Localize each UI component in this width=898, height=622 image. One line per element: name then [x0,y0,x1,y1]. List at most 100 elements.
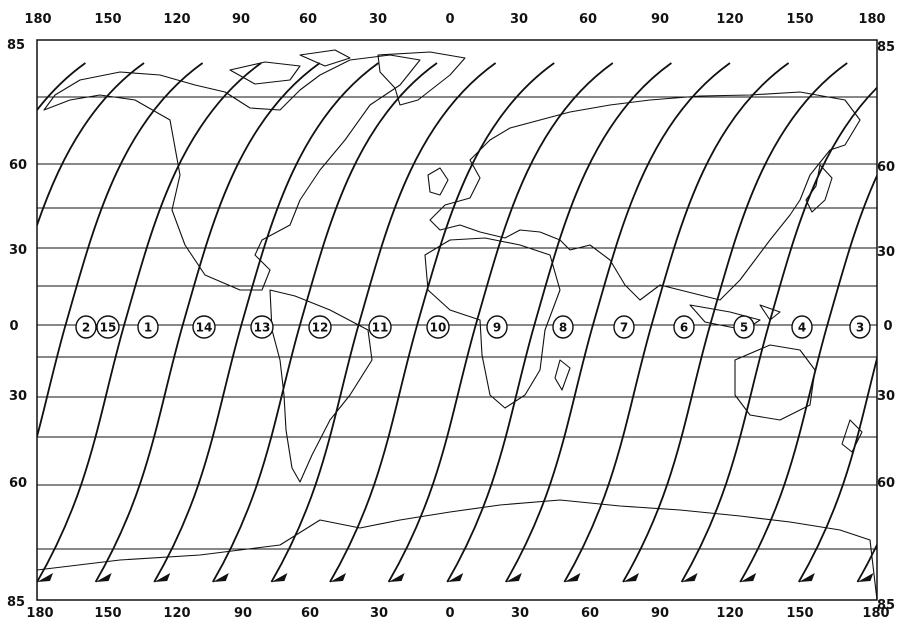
orbit-track-arrow [505,573,522,582]
lat-label-left: 85 [7,38,25,53]
orbit-badge-circle [137,315,159,339]
lon-label-top: 30 [510,12,528,27]
lon-label-bottom: 150 [786,606,813,621]
orbit-track-line [563,62,790,583]
orbit-badge-label: 8 [559,321,567,335]
orbit-track-line [798,354,877,583]
lon-label-top: 60 [579,12,597,27]
orbit-badge-circle [673,315,695,339]
lon-label-top: 180 [24,12,51,27]
lat-label-right: 85 [877,598,895,613]
longitude-labels-top: 180 150 120 90 60 30 0 30 60 90 120 150 … [24,12,885,27]
orbit-track-arrow [95,573,112,582]
orbit-track-line [505,62,731,583]
orbit-track-line [270,62,497,583]
orbit-badge-label: 6 [680,321,688,335]
orbit-track-arrow [623,573,639,582]
orbit-badge-6: 6 [673,315,695,339]
orbit-track-arrow [798,573,815,582]
orbit-badge-14: 14 [192,315,216,339]
orbit-track-line [387,62,614,583]
orbit-badge-circle [250,315,274,339]
orbit-track-arrow [330,573,346,582]
lat-label-right: 30 [877,389,895,404]
orbit-badge-label: 10 [430,321,447,335]
orbit-track-line [739,173,877,583]
orbit-badge-label: 11 [372,321,389,335]
orbit-track-line [37,62,145,228]
lon-label-bottom: 120 [163,606,190,621]
lat-label-left: 30 [9,243,27,258]
orbit-badge-circle [613,315,635,339]
africa-coast [424,237,561,409]
orbit-badge-circle [426,315,450,339]
north-america-coast [43,54,421,291]
lon-label-top: 180 [858,12,885,27]
south-america-coast [269,289,373,483]
lon-label-top: 120 [163,12,190,27]
lon-label-bottom: 120 [716,606,743,621]
new-zealand-coast [841,419,863,453]
coastlines [37,49,877,600]
orbit-badge-circle [791,315,813,339]
orbit-track-line [622,62,848,583]
orbit-badge-circle [733,315,755,339]
orbit-track-line [212,62,438,583]
lat-label-left: 60 [9,476,27,491]
orbit-track-arrow [447,573,464,582]
orbit-track-line [680,86,877,583]
lon-label-top: 0 [445,12,454,27]
orbit-track-arrow [388,573,405,582]
orbit-badge-label: 4 [798,321,806,335]
lat-label-right: 60 [877,476,895,491]
orbit-badge-9: 9 [486,315,508,339]
madagascar-coast [554,359,571,391]
orbit-track-arrow [857,573,874,582]
orbit-badge-circle [308,315,332,339]
orbit-badge-circle [486,315,508,339]
lon-label-top: 30 [369,12,387,27]
greenland-coast [377,51,466,106]
lat-label-right: 0 [883,319,892,334]
orbit-track-arrow [740,573,757,582]
orbit-track-line [446,62,672,583]
orbit-track-arrow [154,573,171,582]
orbit-badges: 2 15 1 14 13 12 11 10 [75,315,871,339]
lon-label-bottom: 30 [370,606,388,621]
lon-label-top: 90 [651,12,669,27]
orbit-badge-label: 9 [493,321,501,335]
lat-label-left: 30 [9,389,27,404]
orbit-track-line [94,62,321,583]
eurasia-coast [429,91,861,301]
lon-label-bottom: 0 [445,606,454,621]
orbit-badge-circle [552,315,574,339]
lon-label-bottom: 180 [26,606,53,621]
orbit-badge-circle [849,315,871,339]
lat-label-right: 85 [877,40,895,55]
lat-label-left: 0 [9,319,18,334]
orbit-badge-label: 14 [196,321,213,335]
latitude-labels-left: 85 60 30 0 30 60 85 [7,38,27,610]
lon-label-top: 120 [716,12,743,27]
lon-label-top: 60 [299,12,317,27]
lon-label-bottom: 180 [862,606,889,621]
orbit-track-line [37,62,204,440]
orbit-badge-label: 5 [740,321,748,335]
orbit-badge-2: 2 [75,315,97,339]
orbit-badge-13: 13 [250,315,274,339]
lat-label-right: 30 [877,245,895,260]
orbit-badge-circle [368,315,392,339]
orbit-track-arrow [37,573,53,582]
latitude-labels-right: 85 60 30 0 30 60 85 [877,40,895,613]
lon-label-top: 90 [232,12,250,27]
lon-label-top: 150 [94,12,121,27]
british-isles [427,167,449,196]
orbit-badge-5: 5 [733,315,755,339]
lon-label-bottom: 90 [234,606,252,621]
lat-label-right: 60 [877,160,895,175]
lon-label-top: 150 [786,12,813,27]
orbit-badge-label: 1 [144,321,152,335]
orbit-track-arrow [681,573,698,582]
orbit-badge-15: 15 [96,315,120,339]
lon-label-bottom: 60 [581,606,599,621]
